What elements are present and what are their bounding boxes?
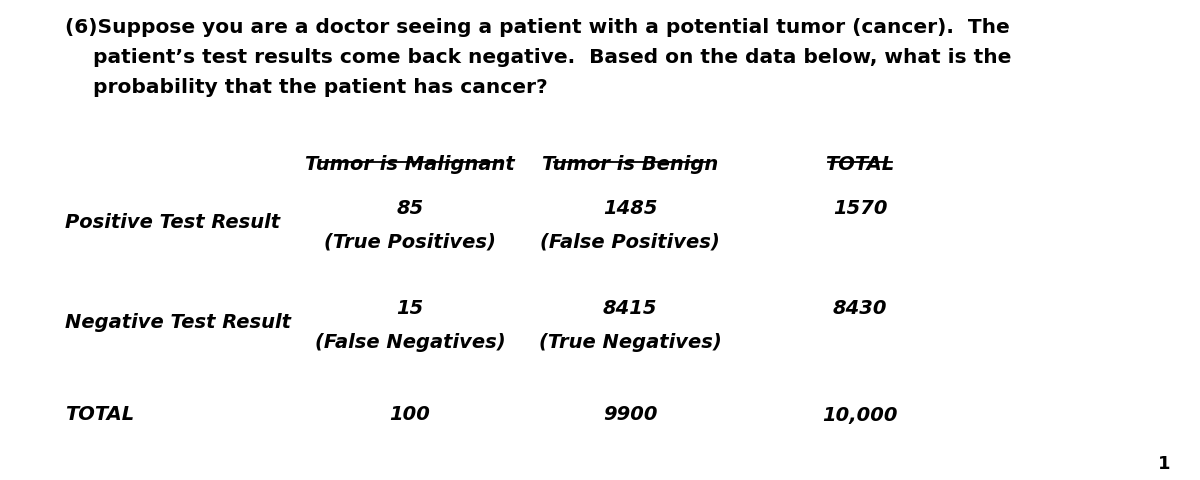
Text: (6)Suppose you are a doctor seeing a patient with a potential tumor (cancer).  T: (6)Suppose you are a doctor seeing a pat… <box>65 18 1009 37</box>
Text: 10,000: 10,000 <box>822 406 898 424</box>
Text: (True Negatives): (True Negatives) <box>539 333 721 351</box>
Text: probability that the patient has cancer?: probability that the patient has cancer? <box>65 78 547 97</box>
Text: 15: 15 <box>396 299 424 317</box>
Text: Positive Test Result: Positive Test Result <box>65 213 280 231</box>
Text: 8415: 8415 <box>602 299 658 317</box>
Text: 100: 100 <box>390 406 431 424</box>
Text: (False Positives): (False Positives) <box>540 232 720 252</box>
Text: Negative Test Result: Negative Test Result <box>65 312 292 332</box>
Text: 1570: 1570 <box>833 199 887 217</box>
Text: 9900: 9900 <box>602 406 658 424</box>
Text: Tumor is Benign: Tumor is Benign <box>542 155 718 174</box>
Text: 8430: 8430 <box>833 299 887 317</box>
Text: 1: 1 <box>1158 455 1170 473</box>
Text: 85: 85 <box>396 199 424 217</box>
Text: (False Negatives): (False Negatives) <box>314 333 505 351</box>
Text: TOTAL: TOTAL <box>826 155 894 174</box>
Text: Tumor is Malignant: Tumor is Malignant <box>305 155 515 174</box>
Text: (True Positives): (True Positives) <box>324 232 496 252</box>
Text: patient’s test results come back negative.  Based on the data below, what is the: patient’s test results come back negativ… <box>65 48 1012 67</box>
Text: 1485: 1485 <box>602 199 658 217</box>
Text: TOTAL: TOTAL <box>65 406 134 424</box>
